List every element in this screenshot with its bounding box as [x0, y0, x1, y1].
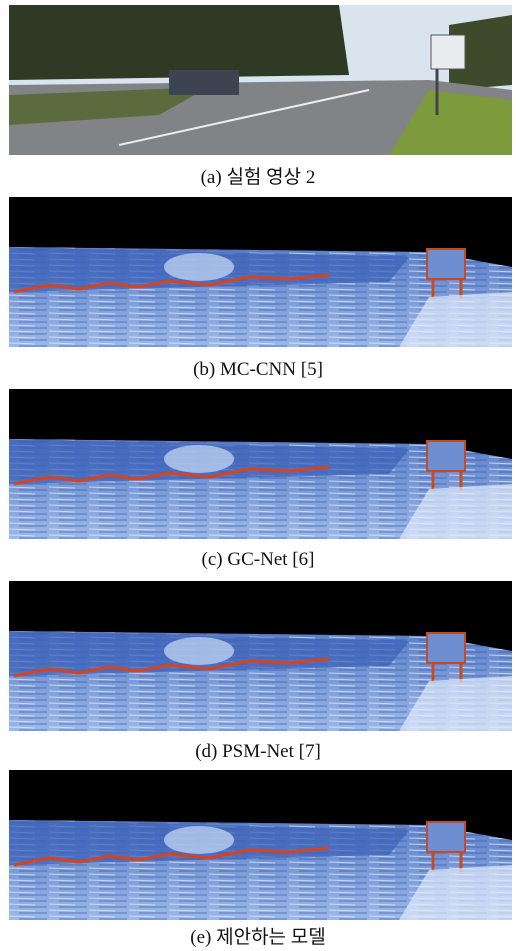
caption: (c) GC-Net [6] [0, 549, 516, 571]
error-map [9, 389, 512, 539]
page: (a) 실험 영상 2 (b) MC-CNN [5] (c) GC-Net [6… [0, 0, 516, 951]
error-map [9, 770, 512, 920]
error-map [9, 197, 512, 347]
caption: (a) 실험 영상 2 [0, 167, 516, 189]
error-map [9, 581, 512, 731]
caption: (b) MC-CNN [5] [0, 359, 516, 381]
caption: (d) PSM-Net [7] [0, 741, 516, 763]
input-image [9, 5, 512, 155]
caption: (e) 제안하는 모델 [0, 927, 516, 949]
